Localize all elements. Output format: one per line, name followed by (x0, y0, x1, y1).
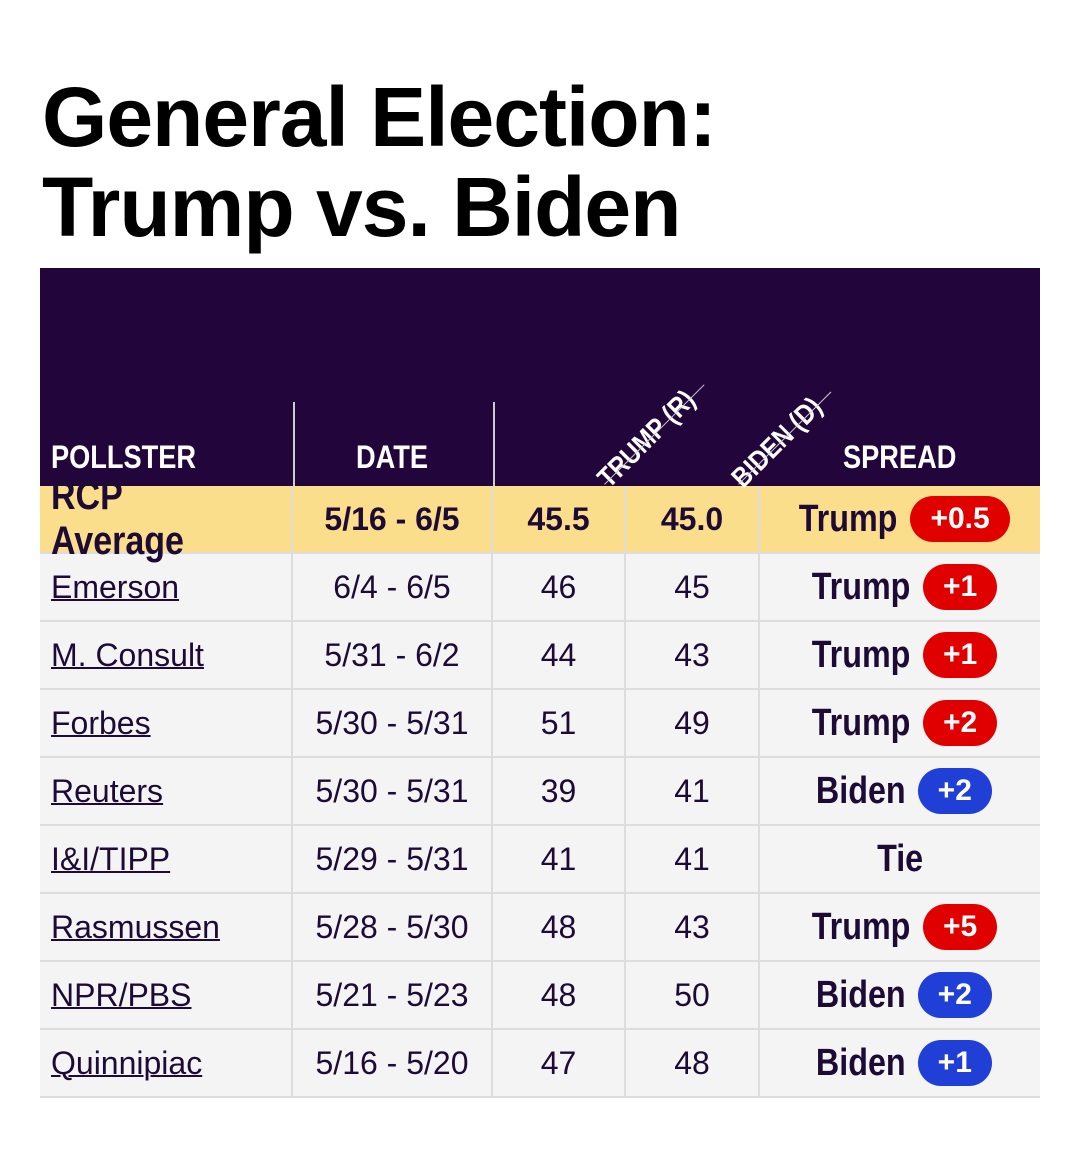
spread-badge: +1 (922, 564, 998, 610)
pollster-link[interactable]: NPR/PBS (51, 976, 192, 1013)
average-row: RCP Average 5/16 - 6/5 45.5 45.0 Trump +0… (40, 474, 1040, 563)
trump-value: 51 (493, 690, 626, 756)
biden-value: 49 (626, 690, 760, 756)
spread-winner: Trump (811, 565, 911, 608)
header-biden: BIDEN (D) (725, 390, 828, 494)
spread-badge: +0.5 (910, 496, 1010, 542)
trump-value: 47 (493, 1030, 626, 1096)
spread-badge: +1 (922, 632, 998, 678)
header-spread: SPREAD (843, 439, 957, 475)
spread-winner: Biden (816, 1041, 906, 1084)
header-pollster: POLLSTER (51, 439, 197, 475)
pollster-link[interactable]: Forbes (51, 704, 151, 741)
table-row: Reuters 5/30 - 5/31 39 41 Biden +2 (40, 758, 1040, 826)
pollster-link[interactable]: Reuters (51, 772, 164, 809)
table-row: M. Consult 5/31 - 6/2 44 43 Trump +1 (40, 622, 1040, 690)
poll-date: 5/29 - 5/31 (293, 826, 493, 892)
poll-date: 6/4 - 6/5 (293, 554, 493, 620)
divider (493, 402, 495, 486)
spread-badge: +5 (922, 904, 998, 950)
spread-badge: +2 (922, 700, 998, 746)
poll-date: 5/16 - 5/20 (293, 1030, 493, 1096)
table-header: POLLSTER DATE TRUMP (R) BIDEN (D) SPREAD (40, 268, 1040, 493)
spread-winner: Trump (811, 701, 911, 744)
trump-value: 48 (493, 962, 626, 1028)
header-trump: TRUMP (R) (591, 383, 701, 494)
poll-date: 5/21 - 5/23 (293, 962, 493, 1028)
average-winner: Trump (799, 497, 898, 540)
average-label: RCP Average (51, 474, 184, 563)
biden-value: 50 (626, 962, 760, 1028)
spread-winner: Trump (811, 905, 911, 948)
average-trump: 45.5 (493, 486, 626, 552)
trump-value: 44 (493, 622, 626, 688)
trump-value: 39 (493, 758, 626, 824)
average-date: 5/16 - 6/5 (293, 486, 493, 552)
page-title: General Election: Trump vs. Biden (42, 70, 717, 254)
polls-table: POLLSTER DATE TRUMP (R) BIDEN (D) SPREAD… (40, 268, 1040, 1098)
biden-value: 48 (626, 1030, 760, 1096)
spread-badge: +2 (917, 768, 992, 814)
average-biden: 45.0 (626, 486, 760, 552)
pollster-link[interactable]: Rasmussen (51, 908, 220, 945)
spread-winner: Biden (816, 769, 906, 812)
trump-value: 48 (493, 894, 626, 960)
biden-value: 41 (626, 826, 760, 892)
trump-value: 41 (493, 826, 626, 892)
table-row: Rasmussen 5/28 - 5/30 48 43 Trump +5 (40, 894, 1040, 962)
table-row: Quinnipiac 5/16 - 5/20 47 48 Biden +1 (40, 1030, 1040, 1098)
spread-badge: +1 (917, 1040, 992, 1086)
pollster-link[interactable]: I&I/TIPP (51, 840, 171, 877)
pollster-link[interactable]: Emerson (51, 568, 180, 605)
trump-value: 46 (493, 554, 626, 620)
biden-value: 45 (626, 554, 760, 620)
poll-date: 5/28 - 5/30 (293, 894, 493, 960)
header-date: DATE (356, 439, 429, 475)
poll-date: 5/30 - 5/31 (293, 758, 493, 824)
spread-winner: Tie (876, 837, 924, 880)
table-row: NPR/PBS 5/21 - 5/23 48 50 Biden +2 (40, 962, 1040, 1030)
biden-value: 43 (626, 622, 760, 688)
spread-winner: Trump (811, 633, 911, 676)
table-row: I&I/TIPP 5/29 - 5/31 41 41 Tie (40, 826, 1040, 894)
poll-date: 5/30 - 5/31 (293, 690, 493, 756)
biden-value: 41 (626, 758, 760, 824)
spread-winner: Biden (816, 973, 906, 1016)
poll-date: 5/31 - 6/2 (293, 622, 493, 688)
pollster-link[interactable]: M. Consult (51, 636, 204, 673)
biden-value: 43 (626, 894, 760, 960)
table-row: Forbes 5/30 - 5/31 51 49 Trump +2 (40, 690, 1040, 758)
spread-badge: +2 (917, 972, 992, 1018)
pollster-link[interactable]: Quinnipiac (51, 1044, 203, 1081)
divider (293, 402, 295, 486)
table-row: Emerson 6/4 - 6/5 46 45 Trump +1 (40, 554, 1040, 622)
